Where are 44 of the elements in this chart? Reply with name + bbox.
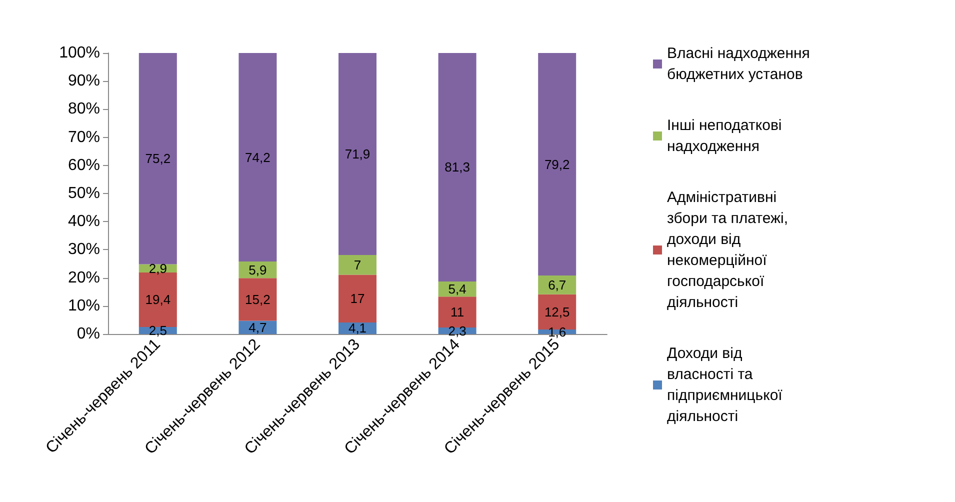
y-tick-label: 0% [76,326,100,342]
data-label: 4,7 [248,320,267,335]
y-tick-label: 60% [68,156,100,174]
data-label: 17 [350,291,365,306]
legend-label: Інші неподаткові надходження [667,117,786,155]
data-label: 7 [354,257,362,272]
bar [238,53,277,262]
legend-label: Доходи від власності та підприємницької діяльності [667,345,786,425]
data-label: 12,5 [544,304,570,320]
data-label: 74,2 [245,150,270,165]
bar [338,53,376,256]
data-label: 5,4 [448,282,466,297]
data-label: 19,4 [145,292,171,308]
y-tick-label: 30% [68,241,100,258]
data-label: 2,5 [148,322,167,338]
data-label: 2,9 [148,260,167,276]
data-label: 71,9 [344,146,370,162]
data-label: 5,9 [248,262,267,278]
legend-label: Адміністративні збори та платежі, доходи від некомерційної господарської діяльності [667,189,792,311]
y-tick-label: 10% [68,297,100,314]
data-label: 4,1 [348,320,367,336]
y-tick-label: 80% [68,100,100,118]
bar [338,274,376,322]
y-tick-label: 70% [68,128,100,146]
y-tick-label: 100% [59,44,100,62]
data-label: 11 [450,304,464,320]
data-label: 2,3 [448,323,466,338]
bar [438,296,476,328]
legend-label: Власні надходження бюджетних установ [667,45,814,83]
bar [338,255,376,275]
bar [438,53,476,282]
y-tick-label: 20% [68,269,100,286]
bar [538,53,576,276]
y-tick-label: 90% [68,72,100,90]
bar [238,278,277,321]
y-tick-label: 40% [68,213,100,230]
bar [138,53,177,264]
data-label: 79,2 [544,156,570,172]
bar [538,276,576,294]
data-label: 6,7 [548,277,566,292]
data-label: 75,2 [145,151,171,166]
data-label: 81,3 [444,160,470,175]
data-label: 15,2 [245,292,270,307]
y-tick-label: 50% [68,185,100,202]
